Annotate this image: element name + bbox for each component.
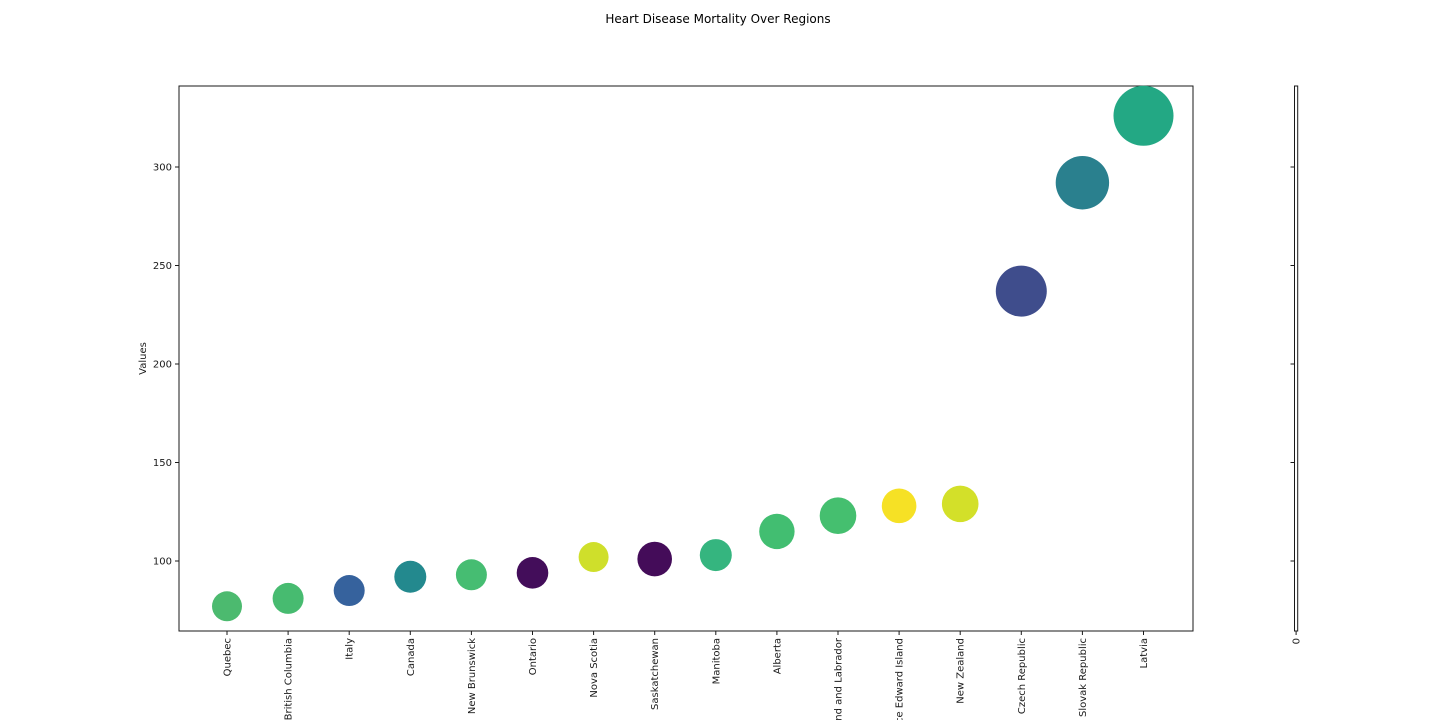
data-point-bubble (699, 539, 732, 572)
y-tick-label: 300 (153, 163, 172, 174)
data-point-bubble (759, 513, 795, 550)
data-point-bubble (516, 557, 549, 589)
data-point-bubble (212, 591, 242, 622)
x-tick-label: Canada (406, 638, 417, 676)
x-tick-label: Saskatchewan (650, 638, 661, 710)
data-point-bubble (578, 542, 609, 573)
y-tick-label: 200 (153, 360, 172, 371)
x-tick-label: Prince Edward Island (895, 638, 906, 720)
data-point-bubble (819, 497, 857, 534)
data-point-bubble (1113, 85, 1174, 146)
x-tick-label: Latvia (1139, 638, 1150, 668)
x-tick-label: Slovak Republic (1078, 638, 1089, 717)
x-tick-label: Quebec (223, 638, 234, 676)
y-tick-label: 150 (153, 458, 172, 469)
x-tick-label: Manitoba (711, 638, 722, 684)
x-tick-label: New Zealand (956, 638, 967, 704)
y-tick-label: 100 (153, 557, 172, 568)
data-point-bubble (881, 488, 917, 524)
data-point-bubble (1055, 156, 1110, 210)
x-tick-label: Nova Scotia (589, 638, 600, 698)
x-tick-label: Newfoundland and Labrador (834, 637, 845, 720)
data-point-bubble (394, 560, 427, 593)
y-tick-label: 250 (153, 261, 172, 272)
data-point-bubble (272, 582, 304, 614)
x-tick-label: Ontario (528, 638, 539, 675)
x-tick-label: Italy (345, 638, 356, 660)
data-point-bubble (941, 485, 979, 523)
x-tick-label: Alberta (772, 638, 783, 674)
data-point-bubble (455, 559, 487, 591)
colorbar-tick-label: 0 (1292, 638, 1303, 644)
data-point-bubble (995, 265, 1047, 317)
x-tick-label: New Brunswick (467, 638, 478, 714)
data-point-bubble (637, 541, 672, 577)
colorbar-outline (1294, 85, 1299, 632)
chart-title: Heart Disease Mortality Over Regions (605, 12, 831, 26)
x-tick-label: British Columbia (284, 638, 295, 720)
y-axis-label: Values (138, 342, 149, 375)
x-tick-label: Czech Republic (1017, 638, 1028, 714)
plot-frame (178, 85, 1194, 632)
data-point-bubble (333, 575, 365, 607)
